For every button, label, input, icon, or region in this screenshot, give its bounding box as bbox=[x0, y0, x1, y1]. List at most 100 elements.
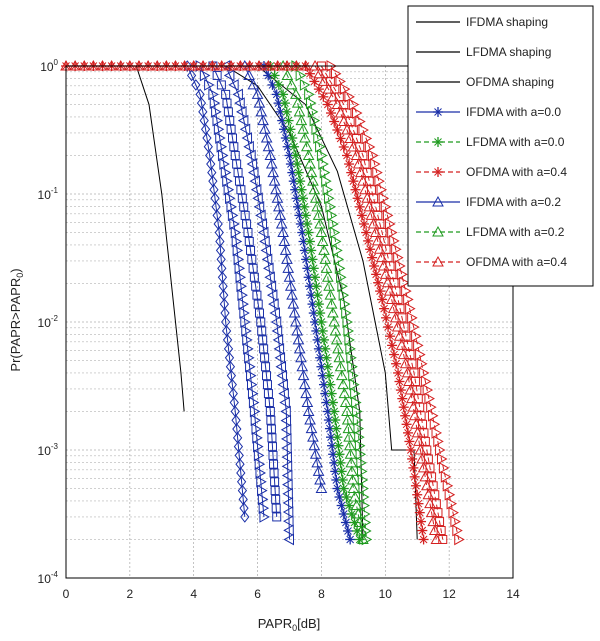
series-marker bbox=[362, 168, 372, 178]
series-marker bbox=[359, 218, 369, 229]
series-marker bbox=[278, 387, 289, 400]
series-marker bbox=[380, 200, 392, 213]
series-marker bbox=[347, 360, 358, 373]
series-marker bbox=[433, 435, 444, 448]
series-marker bbox=[401, 331, 411, 341]
series-marker bbox=[382, 209, 394, 222]
series-marker bbox=[338, 387, 351, 399]
series-marker bbox=[352, 414, 364, 426]
series-5 bbox=[208, 61, 282, 522]
series-marker bbox=[379, 303, 390, 314]
series-marker bbox=[277, 378, 288, 391]
series-marker bbox=[293, 105, 306, 117]
series-marker bbox=[347, 482, 360, 494]
series-marker bbox=[387, 226, 398, 239]
legend-label: OFDMA with a=0.4 bbox=[466, 255, 567, 269]
series-marker bbox=[335, 457, 346, 468]
x-axis-label-sub: 0 bbox=[292, 623, 297, 633]
series-marker bbox=[325, 200, 336, 213]
series-marker bbox=[311, 200, 324, 212]
series-marker bbox=[344, 159, 355, 170]
series-marker bbox=[246, 369, 257, 382]
series-marker bbox=[298, 378, 311, 390]
series-marker bbox=[293, 167, 304, 178]
series-marker bbox=[264, 149, 277, 160]
series-marker bbox=[316, 317, 327, 327]
series-marker bbox=[295, 114, 308, 126]
series-marker bbox=[300, 387, 312, 399]
series-marker bbox=[276, 369, 287, 382]
series-marker bbox=[241, 132, 253, 144]
series-marker bbox=[311, 123, 322, 136]
series-marker bbox=[361, 132, 373, 145]
series-marker bbox=[340, 517, 351, 528]
series-marker bbox=[257, 326, 267, 336]
series-marker bbox=[435, 444, 446, 456]
series-marker bbox=[301, 396, 314, 408]
series-marker bbox=[255, 209, 266, 222]
series-marker bbox=[212, 114, 224, 127]
series-marker bbox=[292, 333, 305, 345]
series-marker bbox=[270, 486, 280, 496]
series-marker bbox=[248, 396, 260, 409]
series-marker bbox=[273, 79, 284, 90]
series-marker bbox=[254, 308, 264, 318]
series-marker bbox=[354, 431, 365, 444]
series-marker bbox=[417, 525, 428, 536]
series-marker bbox=[269, 307, 280, 319]
series-marker bbox=[393, 251, 404, 264]
series-marker bbox=[243, 140, 254, 153]
series-marker bbox=[216, 140, 228, 153]
series-marker bbox=[328, 218, 339, 230]
series-15 bbox=[326, 60, 465, 546]
series-marker bbox=[314, 473, 326, 485]
series-marker bbox=[351, 396, 362, 409]
series-marker bbox=[281, 442, 292, 454]
series-marker bbox=[345, 342, 356, 355]
series-line bbox=[330, 65, 460, 540]
series-marker bbox=[361, 525, 372, 537]
series-7 bbox=[238, 59, 328, 494]
series-marker bbox=[191, 79, 201, 91]
series-marker bbox=[356, 210, 367, 221]
series-marker bbox=[409, 471, 420, 482]
series-marker bbox=[360, 508, 371, 520]
series-marker bbox=[376, 183, 388, 196]
x-tick-label: 8 bbox=[318, 587, 325, 601]
x-tick-label: 6 bbox=[254, 587, 261, 601]
series-marker bbox=[341, 492, 352, 503]
series-marker bbox=[391, 358, 402, 369]
series-marker bbox=[239, 202, 249, 212]
series-marker bbox=[229, 142, 239, 152]
series-marker bbox=[367, 252, 378, 263]
series-marker bbox=[418, 534, 429, 545]
series-marker bbox=[324, 370, 335, 381]
series-marker bbox=[223, 69, 235, 82]
series-marker bbox=[299, 201, 310, 212]
series-marker bbox=[336, 369, 348, 381]
series-marker bbox=[366, 185, 376, 195]
legend-marker bbox=[433, 167, 443, 177]
series-marker bbox=[239, 307, 250, 319]
series-marker bbox=[259, 235, 270, 248]
series-marker bbox=[253, 200, 265, 213]
series-marker bbox=[377, 294, 388, 305]
series-marker bbox=[249, 272, 259, 282]
series-marker bbox=[325, 379, 336, 390]
series-marker bbox=[319, 166, 331, 179]
series-marker bbox=[280, 423, 292, 436]
series-marker bbox=[336, 466, 347, 477]
series-marker bbox=[300, 210, 311, 221]
legend-entry: LFDMA with a=0.0 bbox=[416, 135, 565, 149]
series-marker bbox=[389, 235, 400, 247]
series-marker bbox=[332, 244, 343, 257]
series-marker bbox=[270, 316, 282, 328]
series-marker bbox=[272, 512, 282, 522]
series-marker bbox=[413, 339, 424, 352]
x-tick-label: 0 bbox=[63, 587, 70, 601]
series-marker bbox=[403, 293, 414, 306]
series-marker bbox=[346, 351, 357, 364]
series-marker bbox=[279, 396, 290, 409]
series-marker bbox=[246, 158, 258, 170]
series-marker bbox=[268, 450, 278, 460]
